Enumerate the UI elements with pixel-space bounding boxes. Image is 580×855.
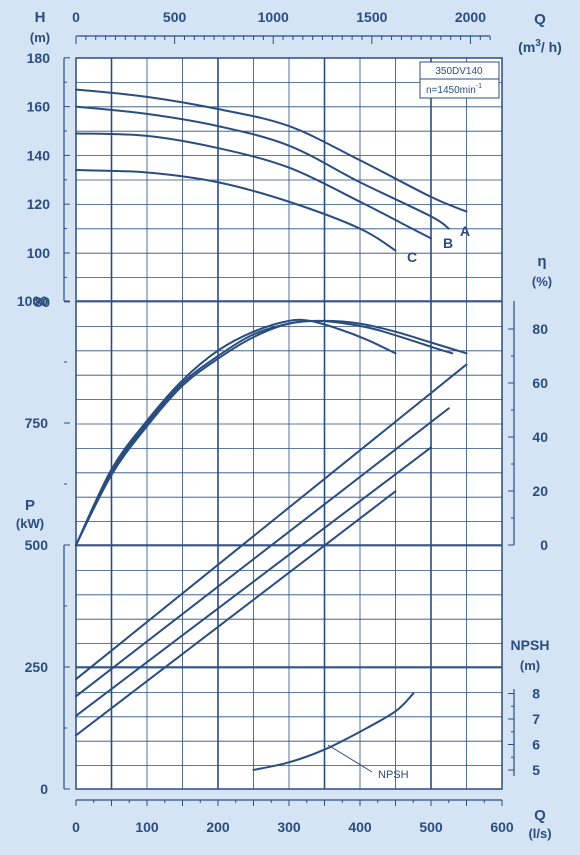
bottom-axis-tick-label: 400: [348, 819, 372, 835]
npsh-axis-label: NPSH: [511, 637, 550, 653]
power-axis-label: P: [25, 497, 35, 514]
power-axis-tick-label: 250: [25, 659, 49, 675]
head-axis-label: H: [35, 9, 46, 26]
curve-label-b: B: [443, 235, 453, 251]
power-curve: [75, 363, 468, 681]
head-axis-tick-label: 100: [27, 245, 51, 261]
efficiency-axis-tick-label: 80: [532, 321, 548, 337]
top-axis-label: Q: [534, 11, 546, 28]
efficiency-axis-tick-label: 60: [532, 375, 548, 391]
bottom-axis-tick-label: 600: [490, 819, 514, 835]
npsh-curve: [252, 692, 415, 771]
power-axis-unit: (kW): [16, 516, 44, 531]
top-axis-tick-label: 2000: [455, 9, 486, 25]
power-axis-tick-label: 500: [25, 537, 49, 553]
bottom-axis-tick-label: 100: [135, 819, 159, 835]
curves-layer: [75, 88, 468, 771]
grid-lines: [76, 58, 502, 789]
model-info-box: 350DV140 n=1450min-1: [419, 61, 500, 99]
model-name: 350DV140: [435, 66, 483, 77]
top-axis-tick-label: 0: [72, 9, 80, 25]
speed-label: n=1450min-1: [426, 83, 482, 96]
npsh-axis-unit: (m): [520, 658, 540, 673]
curve-label-a: A: [460, 223, 470, 239]
bottom-axis-tick-label: 500: [419, 819, 443, 835]
top-axis-tick-label: 1000: [258, 9, 289, 25]
npsh-curve-label: NPSH: [378, 769, 409, 781]
npsh-axis-tick-label: 6: [532, 737, 540, 753]
bottom-axis-unit: (l/s): [528, 826, 551, 841]
bottom-axis-tick-label: 300: [277, 819, 301, 835]
power-axis-tick-label: 750: [25, 415, 49, 431]
efficiency-curve: [75, 319, 468, 546]
npsh-leader-line: [327, 744, 373, 773]
power-curve: [75, 407, 450, 698]
head-curve: [75, 169, 397, 252]
efficiency-axis-label: η: [537, 253, 546, 270]
bottom-axis-tick-label: 200: [206, 819, 230, 835]
bottom-axis-label: Q: [534, 807, 546, 824]
efficiency-axis-unit: (%): [532, 274, 552, 289]
power-axis-tick-label: 1000: [17, 293, 48, 309]
bottom-axis-tick-label: 0: [72, 819, 80, 835]
efficiency-curve: [75, 318, 397, 546]
head-axis-tick-label: 80: [34, 294, 50, 310]
efficiency-axis-tick-label: 20: [532, 483, 548, 499]
efficiency-axis-tick-label: 0: [540, 537, 548, 553]
top-axis-tick-label: 1500: [356, 9, 387, 25]
head-curve: [75, 88, 468, 213]
efficiency-axis-tick-label: 40: [532, 429, 548, 445]
head-axis-tick-label: 140: [27, 147, 51, 163]
power-curve: [75, 446, 432, 717]
head-curve: [75, 105, 450, 230]
curve-label-c: C: [407, 249, 417, 265]
npsh-axis-tick-label: 7: [532, 711, 540, 727]
head-axis-unit: (m): [30, 30, 50, 45]
head-axis-tick-label: 180: [27, 50, 51, 66]
npsh-axis-tick-label: 8: [532, 686, 540, 702]
head-axis-tick-label: 120: [27, 196, 51, 212]
power-axis-tick-label: 0: [40, 781, 48, 797]
head-curve: [75, 132, 432, 240]
power-curve: [75, 490, 397, 737]
head-axis-tick-label: 160: [27, 99, 51, 115]
top-axis-unit: (m3/ h): [518, 38, 562, 55]
top-axis-tick-label: 500: [163, 9, 187, 25]
npsh-axis-tick-label: 5: [532, 762, 540, 778]
